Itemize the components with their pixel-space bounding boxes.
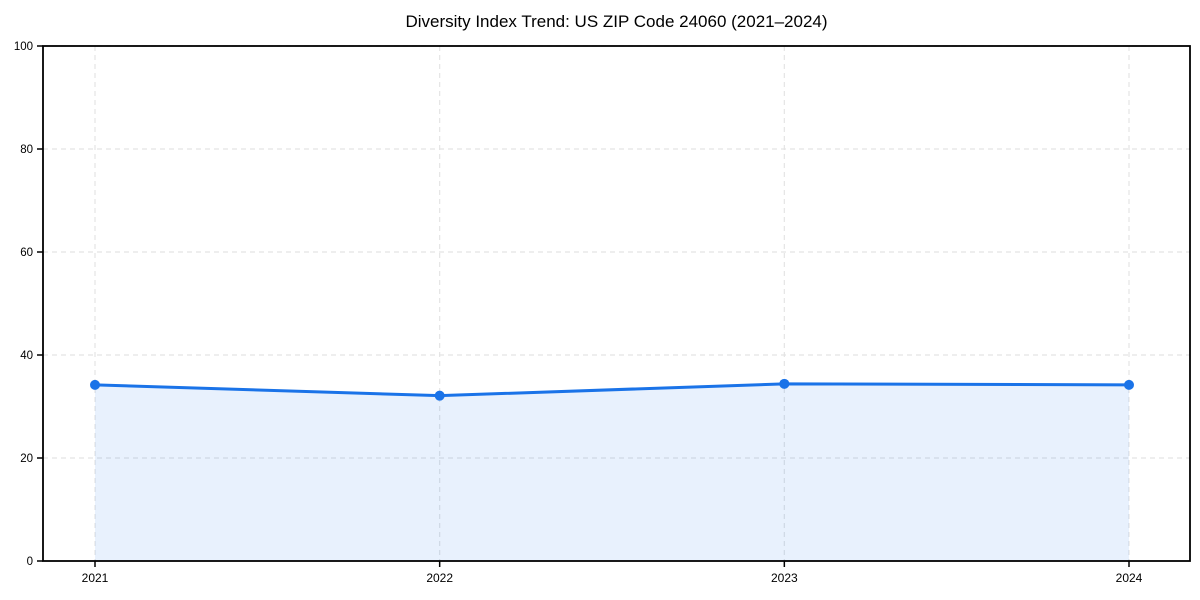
trend-line: [93, 382, 1131, 398]
x-tick-label: 2024: [1116, 571, 1143, 585]
y-tick-label: 100: [14, 41, 33, 53]
chart-title: Diversity Index Trend: US ZIP Code 24060…: [405, 12, 828, 31]
data-point-marker: [1124, 379, 1134, 390]
y-tick-label: 80: [20, 144, 33, 156]
x-tick-label: 2023: [771, 571, 798, 585]
y-tick-label: 0: [27, 556, 33, 568]
y-tick-label: 60: [20, 247, 33, 259]
x-tick-label: 2021: [82, 571, 109, 585]
data-point-marker: [779, 378, 790, 389]
y-tick-label: 20: [20, 453, 33, 465]
data-point-marker: [434, 390, 445, 401]
area-fill: [95, 383, 1129, 561]
plot-border: [42, 45, 1191, 562]
y-tick-label: 40: [20, 350, 33, 362]
x-tick-label: 2022: [426, 571, 453, 585]
data-point-marker: [90, 379, 100, 390]
